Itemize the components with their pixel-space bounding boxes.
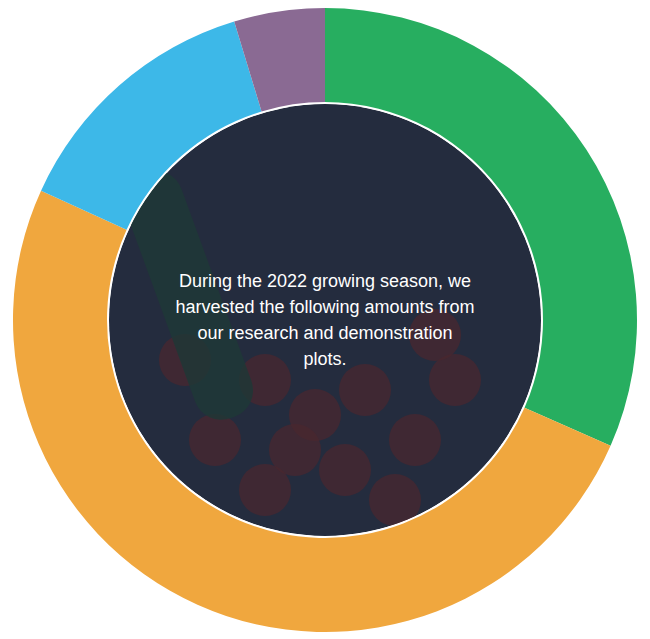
center-annotation: During the 2022 growing season, weharves…	[175, 271, 474, 369]
center-backdrop	[109, 104, 541, 536]
chart-canvas: During the 2022 growing season, weharves…	[0, 0, 650, 639]
center-disc	[109, 104, 541, 536]
donut-slice	[234, 8, 325, 111]
donut: During the 2022 growing season, weharves…	[13, 8, 637, 632]
center-shade	[109, 104, 541, 536]
